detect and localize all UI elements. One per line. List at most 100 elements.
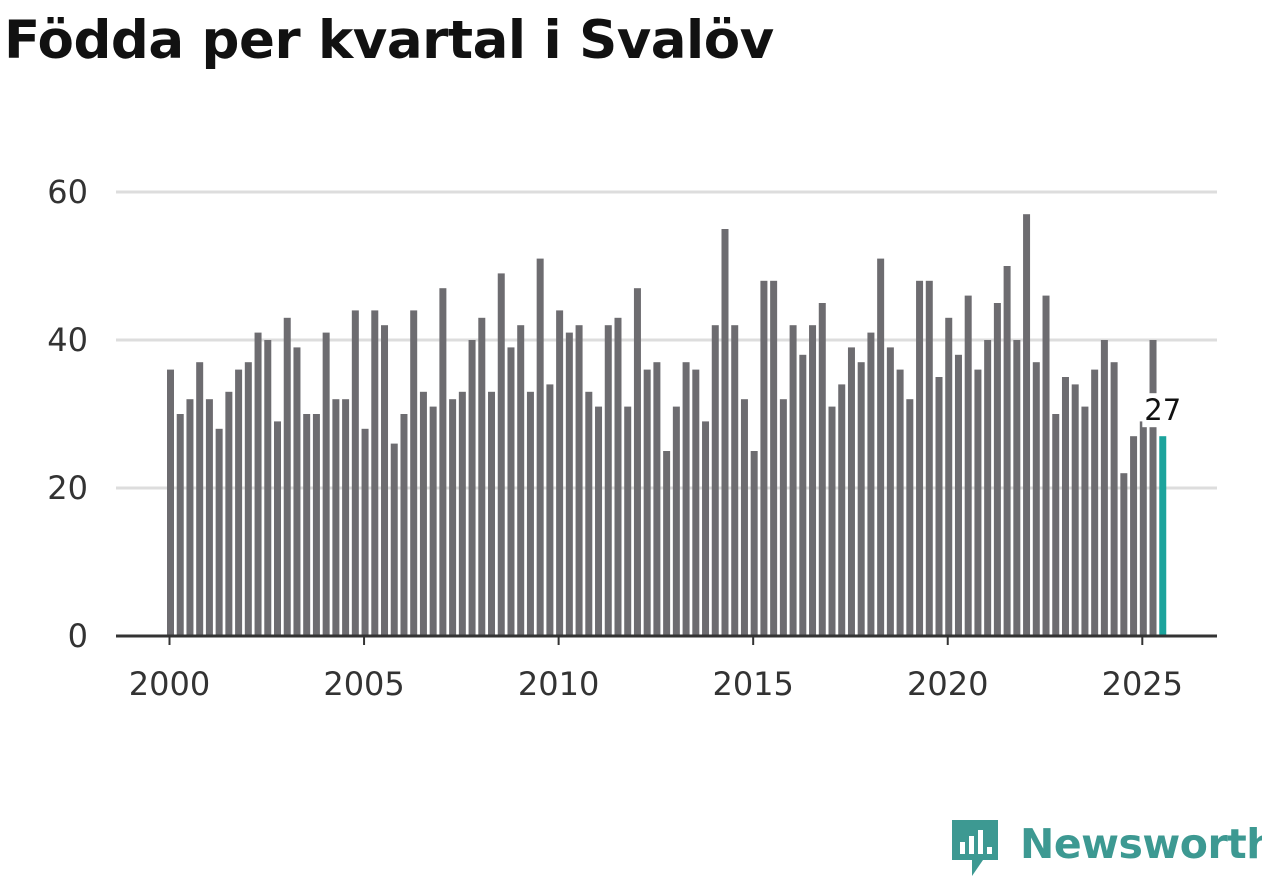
bar (167, 369, 174, 636)
bar (254, 332, 262, 636)
bar (565, 332, 573, 636)
bar (205, 399, 213, 636)
bar (877, 258, 885, 636)
bar (682, 362, 690, 636)
bar (1042, 295, 1050, 636)
bar (556, 310, 564, 636)
bar (896, 369, 904, 636)
y-tick-label: 60 (47, 173, 88, 211)
bar (731, 325, 739, 636)
bar (614, 317, 622, 636)
bar (672, 406, 680, 636)
bar (1032, 362, 1040, 636)
bar (449, 399, 457, 636)
bar (517, 325, 525, 636)
bar (575, 325, 583, 636)
bar (663, 451, 671, 636)
bar (1023, 214, 1031, 636)
bar (390, 443, 398, 636)
bar (303, 414, 311, 636)
bar (1100, 340, 1108, 636)
bar (410, 310, 418, 636)
bar (935, 377, 943, 636)
bar (283, 317, 291, 636)
bar (1003, 266, 1011, 636)
x-tick-label: 2015 (712, 665, 793, 703)
bar-highlight (1159, 436, 1167, 636)
bar (400, 414, 408, 636)
bar (857, 362, 865, 636)
bar (1071, 384, 1079, 636)
bar (322, 332, 330, 636)
x-tick-label: 2005 (323, 665, 404, 703)
bar (818, 303, 826, 636)
bar (974, 369, 982, 636)
bar (419, 391, 427, 636)
bar (770, 280, 778, 636)
bar (595, 406, 603, 636)
x-tick-label: 2010 (518, 665, 599, 703)
y-axis: 0 20 40 60 (47, 173, 88, 655)
bar (760, 280, 768, 636)
bar (429, 406, 437, 636)
y-tick-label: 0 (68, 617, 88, 655)
bar (312, 414, 320, 636)
bar (721, 229, 729, 636)
bar (351, 310, 359, 636)
bar (1081, 406, 1089, 636)
bar (886, 347, 894, 636)
bar (585, 391, 593, 636)
bar (750, 451, 758, 636)
bar (371, 310, 379, 636)
bar (244, 362, 252, 636)
bar (964, 295, 972, 636)
data-labels: 27 (1142, 393, 1184, 428)
bar (653, 362, 661, 636)
bars (167, 214, 1167, 636)
bar (799, 354, 807, 636)
bar (497, 273, 505, 636)
y-tick-label: 40 (47, 321, 88, 359)
bar (381, 325, 389, 636)
bar (702, 421, 710, 636)
newsworthy-logo-text: Newsworthy (1020, 820, 1262, 868)
bar (916, 280, 924, 636)
bar (838, 384, 846, 636)
x-tick-label: 2020 (907, 665, 988, 703)
bar (235, 369, 243, 636)
bar (624, 406, 632, 636)
newsworthy-logo-icon (952, 820, 998, 876)
bar (633, 288, 641, 636)
bar (809, 325, 817, 636)
x-tick-label: 2000 (129, 665, 210, 703)
bar (906, 399, 914, 636)
bar (332, 399, 340, 636)
bar (215, 428, 223, 636)
bar (779, 399, 787, 636)
bar (1139, 421, 1147, 636)
bar (342, 399, 350, 636)
bar (925, 280, 933, 636)
bar (711, 325, 719, 636)
bar (546, 384, 554, 636)
bar (1052, 414, 1060, 636)
bar (984, 340, 992, 636)
gridlines (116, 190, 1217, 490)
x-tick-label: 2025 (1102, 665, 1183, 703)
bar (740, 399, 748, 636)
bar (945, 317, 953, 636)
bar (692, 369, 700, 636)
bar (1091, 369, 1099, 636)
bar (526, 391, 534, 636)
bar (993, 303, 1001, 636)
bar (1110, 362, 1118, 636)
bar (604, 325, 612, 636)
bar (478, 317, 486, 636)
bar (468, 340, 476, 636)
y-tick-label: 20 (47, 469, 88, 507)
bar (867, 332, 875, 636)
bar (1061, 377, 1069, 636)
bar (1120, 473, 1128, 636)
bar (1013, 340, 1021, 636)
